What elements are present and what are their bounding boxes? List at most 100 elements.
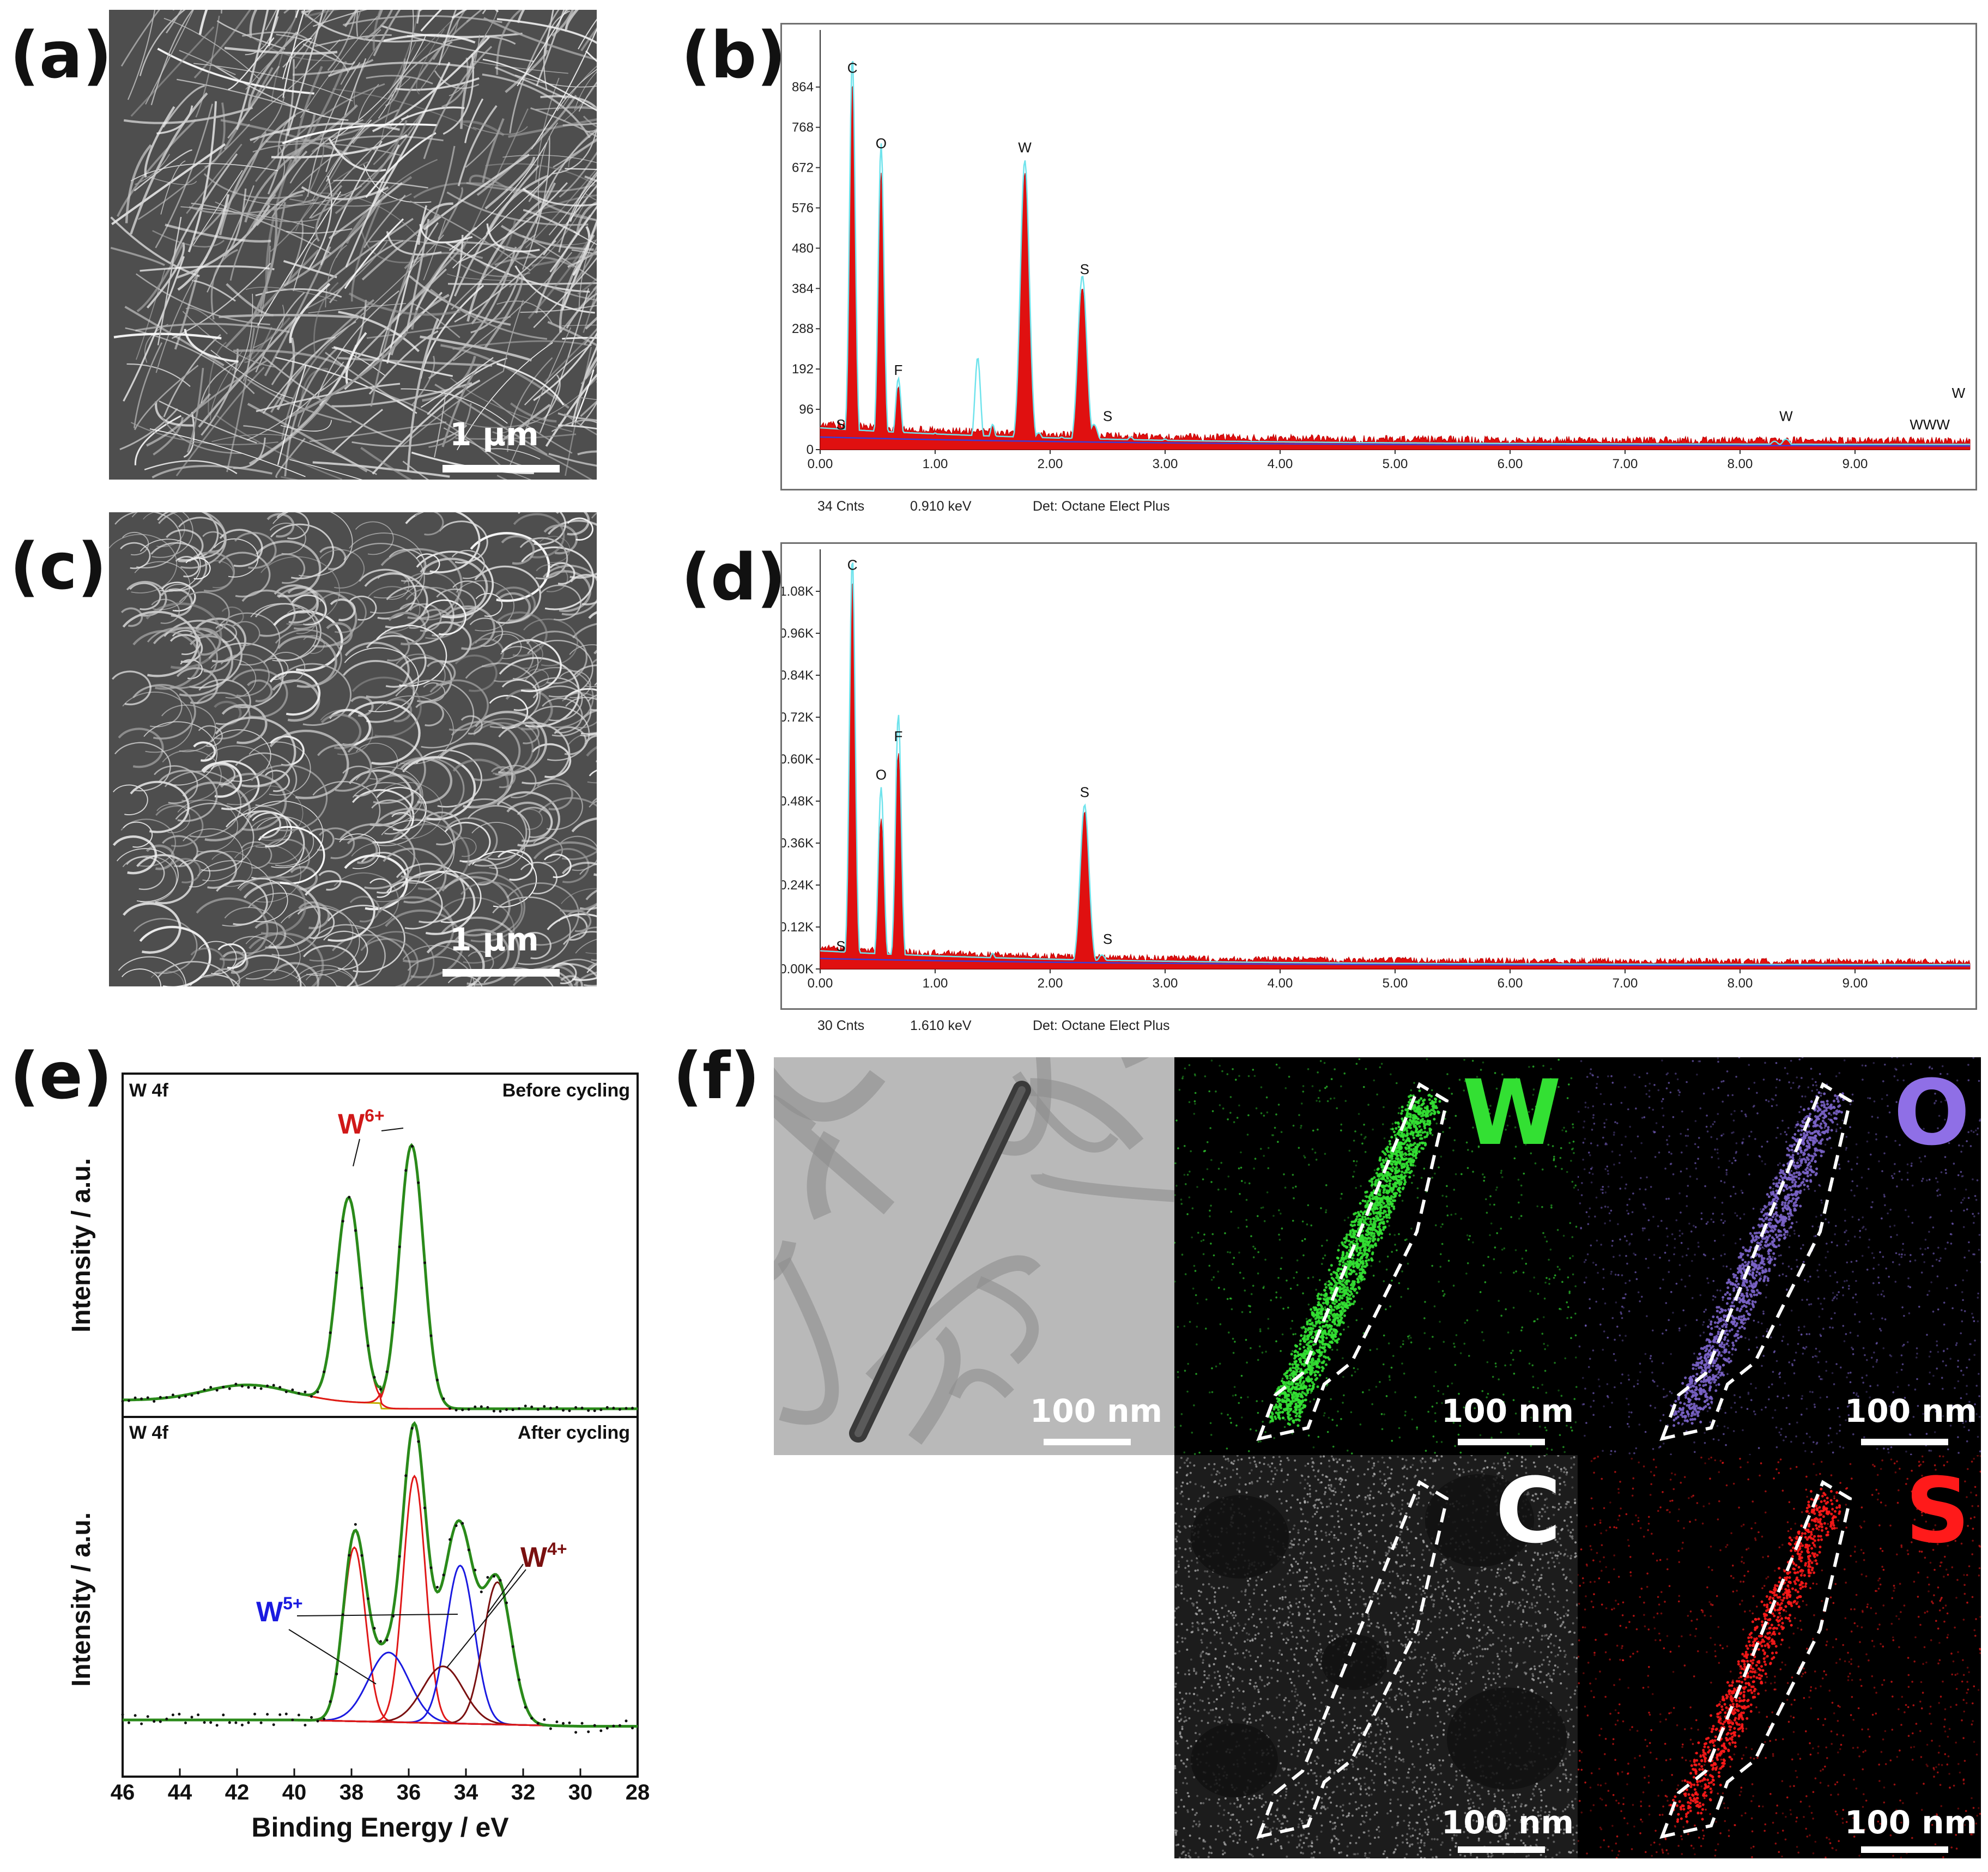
xps-bottom-datapoint xyxy=(417,1440,420,1443)
peak-label: WWW xyxy=(1910,416,1950,433)
peak-label: O xyxy=(876,135,887,152)
map-rod-dot xyxy=(1431,1112,1433,1114)
map-dot xyxy=(1436,1402,1438,1404)
map-dot xyxy=(1922,1253,1924,1256)
map-dot xyxy=(1277,1277,1280,1279)
xps-top-peak-w6-a xyxy=(123,1198,638,1409)
map-rod-dot xyxy=(1416,1143,1419,1146)
map-dot xyxy=(1460,1452,1462,1454)
map-dot xyxy=(1659,1287,1662,1289)
map-dot xyxy=(1761,1365,1763,1367)
xps-top-datapoint xyxy=(222,1386,225,1389)
xps-bottom-datapoint xyxy=(234,1722,237,1724)
map-dot xyxy=(1481,1331,1483,1334)
map-rod-dot xyxy=(1337,1257,1340,1259)
map-dot xyxy=(1302,1085,1305,1087)
map-dot xyxy=(1718,1087,1720,1089)
map-dot xyxy=(1648,1239,1650,1241)
map-dot xyxy=(1652,1216,1654,1218)
map-rod-dot xyxy=(1379,1194,1381,1196)
map-dot xyxy=(1181,1203,1183,1205)
map-rod-dot xyxy=(1305,1328,1307,1330)
map-dot xyxy=(1839,1424,1841,1426)
map-rod-dot xyxy=(1332,1278,1335,1281)
map-dot xyxy=(1707,1282,1710,1284)
map-rod-dot xyxy=(1320,1313,1323,1316)
map-dot xyxy=(1174,1281,1176,1283)
map-dot xyxy=(1841,1119,1844,1122)
map-dot xyxy=(1635,1447,1638,1450)
map-rod-dot xyxy=(1283,1392,1286,1395)
map-dot xyxy=(1341,1124,1343,1126)
map-dot xyxy=(1262,1207,1264,1209)
map-dot xyxy=(1432,1134,1434,1136)
map-dot xyxy=(1296,1259,1299,1262)
map-rod-dot xyxy=(1377,1226,1379,1228)
map-dot xyxy=(1703,1321,1705,1323)
map-rod-dot xyxy=(1295,1383,1298,1385)
map-rod-dot xyxy=(1392,1199,1395,1202)
map-dot xyxy=(1883,1295,1885,1298)
map-dot xyxy=(1385,1308,1387,1311)
map-dot xyxy=(1436,1441,1438,1443)
xps-top-datapoint xyxy=(203,1389,206,1391)
map-dot xyxy=(1191,1432,1193,1434)
map-dot xyxy=(1739,1217,1742,1220)
map-dot xyxy=(1563,1127,1565,1129)
map-rod-dot xyxy=(1349,1273,1352,1275)
map-dot xyxy=(1607,1383,1609,1385)
map-dot xyxy=(1627,1423,1629,1425)
map-rod-dot xyxy=(1362,1213,1365,1215)
map-dot xyxy=(1398,1107,1401,1110)
map-rod-dot xyxy=(1363,1251,1366,1254)
map-dot xyxy=(1355,1165,1357,1167)
map-rod-dot xyxy=(1406,1112,1409,1114)
map-rod-dot xyxy=(1392,1187,1395,1190)
map-dot xyxy=(1482,1173,1484,1176)
xps-top-datapoint xyxy=(555,1406,558,1409)
map-dot xyxy=(1184,1068,1186,1070)
map-W-label: W xyxy=(1462,1068,1561,1158)
map-dot xyxy=(1319,1344,1322,1346)
xps-top-datapoint xyxy=(549,1407,552,1409)
map-dot xyxy=(1901,1256,1903,1258)
map-dot xyxy=(1559,1269,1561,1271)
map-rod-dot xyxy=(1350,1241,1353,1244)
map-rod-dot xyxy=(1304,1353,1306,1356)
map-dot xyxy=(1174,1194,1176,1196)
xps-arrow xyxy=(289,1629,376,1684)
scale-bar-a xyxy=(443,465,560,472)
map-rod-dot xyxy=(1289,1369,1292,1372)
map-rod-dot xyxy=(1316,1362,1319,1365)
map-rod-dot xyxy=(1326,1343,1329,1346)
map-dot xyxy=(1411,1419,1414,1421)
map-dot xyxy=(1628,1426,1630,1428)
map-dot xyxy=(1281,1227,1283,1229)
map-dot xyxy=(1219,1363,1221,1365)
map-dot xyxy=(1180,1198,1183,1201)
map-dot xyxy=(1410,1089,1413,1092)
map-rod-dot xyxy=(1429,1132,1432,1135)
map-rod-dot xyxy=(1398,1194,1401,1197)
map-dot xyxy=(1440,1253,1442,1256)
map-dot xyxy=(1544,1370,1547,1372)
map-dot xyxy=(1268,1147,1270,1149)
map-rod-dot xyxy=(1301,1391,1304,1394)
xps-bottom-component xyxy=(123,1667,638,1726)
map-dot xyxy=(1229,1417,1232,1420)
map-dot xyxy=(1718,1166,1720,1168)
map-dot xyxy=(1901,1354,1903,1356)
xps-top-datapoint xyxy=(153,1400,155,1403)
map-rod-dot xyxy=(1367,1249,1369,1252)
map-dot xyxy=(1330,1398,1332,1401)
map-dot xyxy=(1570,1160,1572,1162)
xps-arrow xyxy=(353,1139,360,1166)
map-rod-dot xyxy=(1381,1201,1384,1203)
map-dot xyxy=(1957,1380,1960,1383)
map-dot xyxy=(1254,1075,1256,1077)
map-dot xyxy=(1520,1215,1523,1217)
map-dot xyxy=(1617,1274,1620,1276)
map-rod-dot xyxy=(1292,1400,1294,1402)
map-rod-dot xyxy=(1342,1294,1344,1297)
